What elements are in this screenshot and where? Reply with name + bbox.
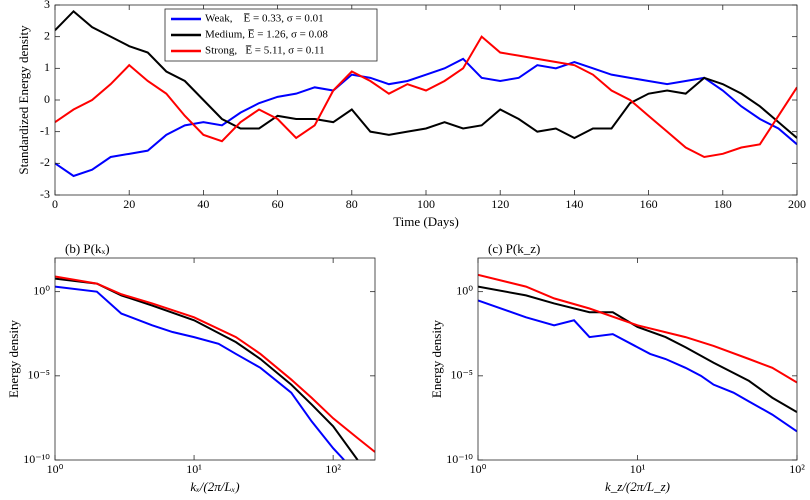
x-tick-label: 40 [197, 197, 209, 211]
y-tick-label: -1 [40, 123, 50, 137]
y-tick-label: 0 [44, 92, 50, 106]
y-axis-label: Energy density [6, 319, 21, 398]
x-tick-label: 140 [565, 197, 583, 211]
series-line [55, 9, 797, 140]
x-tick-label: 10¹ [186, 462, 202, 476]
y-tick-label: 2 [44, 28, 50, 42]
x-tick-label: 10² [325, 462, 341, 476]
series-line [478, 299, 797, 433]
x-tick-label: 10¹ [630, 462, 646, 476]
x-axis-label: kₓ/(2π/Lₓ) [190, 479, 239, 494]
y-tick-label: 10⁰ [33, 283, 50, 297]
x-tick-label: 80 [346, 197, 358, 211]
x-tick-label: 160 [640, 197, 658, 211]
axes-box [54, 257, 376, 461]
legend-label: Weak, E̅ = 0.33, σ = 0.01 [205, 13, 324, 25]
subplot: 0 20 40 60 80 100 120 140 160 180 200 -3 -2 -1 0 1 2 3 Tim… [16, 0, 806, 229]
x-tick-label: 60 [272, 197, 284, 211]
x-tick-label: 180 [714, 197, 732, 211]
legend-label: Medium, E̅ = 1.26, σ = 0.08 [205, 29, 328, 41]
x-axis-label: Time (Days) [393, 214, 459, 229]
x-tick-label: 0 [52, 197, 58, 211]
subplot: 10⁰ 10¹ 10² 10⁻¹⁰ 10⁻⁵ 10⁰ (b) P(kₓ) kₓ/(2π/Lₓ)… [6, 241, 376, 494]
y-tick-label: -2 [40, 155, 50, 169]
subplot-title: (b) P(kₓ) [65, 241, 110, 256]
subplot: 10⁰ 10¹ 10² 10⁻¹⁰ 10⁻⁵ 10⁰ (c) P(k_z) k_z/(2π/L… [429, 241, 805, 494]
series-line [55, 275, 375, 453]
y-axis-label: Energy density [429, 319, 444, 398]
x-tick-label: 120 [491, 197, 509, 211]
x-tick-label: 10² [789, 462, 805, 476]
x-tick-label: 200 [788, 197, 806, 211]
y-tick-label: 1 [44, 60, 50, 74]
x-tick-label: 100 [417, 197, 435, 211]
y-tick-label: 10⁻¹⁰ [23, 452, 50, 466]
y-tick-label: -3 [40, 187, 50, 201]
series-line [478, 285, 797, 413]
legend: Weak, E̅ = 0.33, σ = 0.01 Medium, E̅ = 1.… [164, 8, 378, 62]
series-line [55, 35, 797, 159]
series-line [478, 273, 797, 384]
y-tick-label: 10⁰ [456, 283, 473, 297]
subplot-title: (c) P(k_z) [488, 241, 540, 256]
x-axis-label: k_z/(2π/L_z) [605, 479, 670, 494]
legend-label: Strong, E̅ = 5.11, σ = 0.11 [205, 45, 325, 57]
series-line [55, 285, 345, 460]
series-line [55, 57, 797, 178]
x-tick-label: 10⁰ [47, 462, 64, 476]
y-tick-label: 10⁻⁵ [450, 368, 473, 382]
x-tick-label: 20 [123, 197, 135, 211]
x-tick-label: 10⁰ [470, 462, 487, 476]
series-line [55, 277, 359, 460]
y-tick-label: 3 [44, 0, 50, 11]
y-axis-label: Standardized Energy density [16, 25, 31, 175]
y-tick-label: 10⁻¹⁰ [446, 452, 473, 466]
y-tick-label: 10⁻⁵ [27, 368, 50, 382]
